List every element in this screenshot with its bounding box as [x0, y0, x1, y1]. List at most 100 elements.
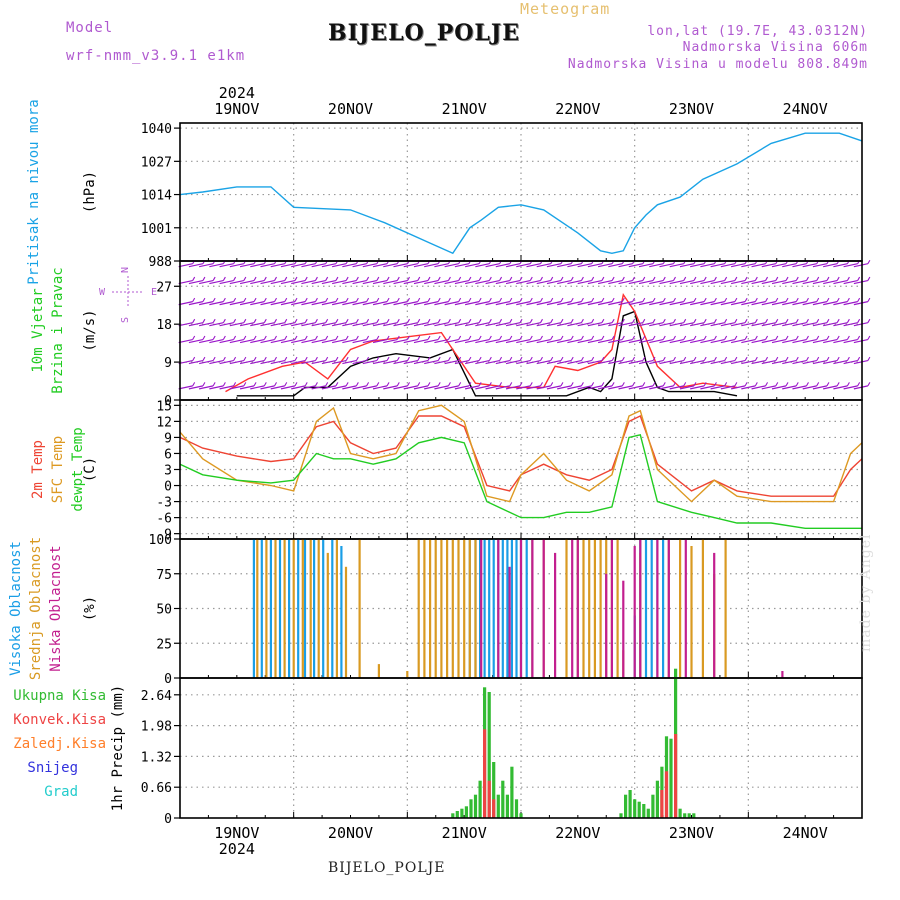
wind-barb [557, 279, 572, 285]
wind-barb-flag [806, 276, 809, 281]
wind-barb-flag [437, 297, 441, 302]
wind-barb [311, 263, 326, 268]
wind-barb [526, 279, 541, 285]
wind-barb [505, 263, 521, 268]
wind-barb-flag [212, 297, 216, 302]
bar [492, 799, 496, 818]
wind-barb-flag [673, 356, 676, 361]
wind-barb-flag [765, 356, 769, 361]
wind-barb-flag [826, 318, 830, 323]
wind-barb-flag [222, 276, 226, 281]
y-tick-label: -9 [156, 528, 172, 543]
wind-barb [782, 301, 797, 306]
bar [313, 539, 316, 678]
wind-barb [516, 263, 531, 268]
wind-barb [771, 263, 787, 268]
wind-barb-flag [417, 356, 421, 361]
wind-barb [638, 360, 654, 365]
elevation-readout: Nadmorska Visina 606m [682, 40, 868, 55]
wind-barb [557, 322, 572, 327]
temperature-side-label-2: dewpt Temp [70, 427, 86, 511]
bar [724, 539, 727, 678]
wind-barb-flag [570, 356, 574, 361]
wind-barb-flag [857, 335, 861, 340]
bar [701, 539, 704, 678]
bar [588, 539, 591, 678]
wind-barb [761, 263, 776, 268]
wind-barb-flag [867, 335, 871, 340]
wind-barb [383, 279, 398, 285]
wind-barb [597, 301, 613, 306]
bar [610, 539, 613, 678]
wind-barb [239, 279, 255, 285]
wind-barb [597, 360, 613, 365]
wind-barb-flag [611, 297, 615, 302]
wind-barb [628, 360, 643, 365]
top-date-label: 19NOV [214, 100, 259, 118]
wind-barb [178, 263, 193, 268]
wind-barb [342, 360, 357, 365]
wind-barb-flag [233, 335, 237, 340]
wind-barb [577, 360, 592, 365]
wind-barb [833, 360, 848, 365]
wind-barb [669, 338, 684, 344]
date-axes: 19NOV 19NOV 20NOV 20NOV 21NOV 21NOV 22NOV 22NOV… [214, 84, 827, 858]
wind-barb-flag [662, 297, 666, 302]
wind-barb [700, 360, 715, 365]
wind-barb [751, 322, 766, 327]
wind-barb [280, 360, 296, 365]
wind-barb-flag [652, 318, 656, 323]
wind-barb [597, 263, 613, 268]
compass-rose: N E W S [99, 267, 157, 323]
wind-barb-flag [785, 276, 789, 281]
lonlat-readout: lon,lat (19.7E, 43.0312N) [647, 24, 868, 39]
wind-barb [812, 301, 828, 306]
wind-barb [659, 279, 674, 285]
wind-barb-flag [478, 318, 482, 323]
wind-barb-flag [294, 276, 298, 281]
bar [519, 539, 523, 678]
wind-barb-flag [366, 335, 370, 340]
wind-barb-flag [202, 382, 206, 387]
wind-barb [679, 279, 695, 285]
wind-barb-flag [591, 276, 595, 281]
wind-barb-flag [335, 276, 339, 281]
wind-barb [372, 338, 388, 344]
wind-barb-flag [233, 382, 237, 387]
wind-barb [669, 279, 684, 285]
bar [622, 580, 625, 678]
bar [525, 539, 528, 678]
wind-barb [209, 385, 224, 390]
wind-barb-flag [836, 297, 840, 302]
wind-barb-flag [284, 335, 288, 340]
wind-barb-flag [447, 297, 451, 302]
wind-barb [444, 279, 459, 285]
wind-barb [679, 338, 695, 344]
bar [687, 813, 691, 818]
wind-barb [188, 360, 204, 365]
wind-barb-flag [366, 356, 370, 361]
wind-barb-flag [253, 356, 257, 361]
wind-barb-flag [683, 335, 687, 340]
wind-barb [199, 338, 214, 344]
wind-barb [219, 301, 234, 306]
bar [457, 539, 460, 678]
wind-barb [270, 360, 285, 365]
wind-barb-flag [826, 335, 830, 340]
wind-barb [557, 338, 572, 344]
wind-barb-flag [642, 297, 646, 302]
wind-barb [751, 279, 766, 285]
y-tick-label: 9 [164, 431, 172, 446]
wind-barb [577, 385, 592, 390]
wind-barb-flag [519, 318, 523, 323]
bar [605, 573, 608, 679]
wind-barb-flag [795, 335, 799, 340]
wind-barb-flag [795, 382, 799, 387]
wind-barb [853, 279, 868, 285]
wind-barb-flag [478, 382, 482, 387]
wind-barb [311, 279, 326, 285]
wind-barb-flag [642, 356, 646, 361]
wind-barb-flag [447, 382, 451, 387]
wind-barb [505, 385, 521, 390]
bar [496, 794, 500, 818]
